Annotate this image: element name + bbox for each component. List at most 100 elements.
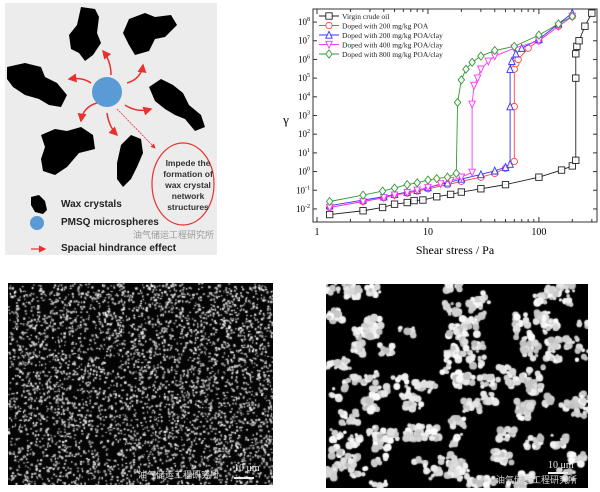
wax-crystal-icon	[41, 127, 95, 175]
wax-crystal-icon	[123, 13, 177, 55]
wax-crystal-icon	[31, 195, 47, 214]
data-point	[433, 193, 441, 201]
data-point	[572, 74, 580, 82]
y-tick-label: 100	[298, 167, 310, 177]
data-point	[511, 49, 520, 58]
wax-crystal-icon	[117, 135, 143, 187]
x-tick-label: 100	[531, 227, 546, 238]
data-point	[581, 22, 589, 30]
data-point	[359, 207, 367, 215]
watermark: 油气储运工程研究所	[133, 231, 215, 241]
callout-line: network	[171, 191, 205, 201]
data-point	[453, 97, 462, 108]
data-point	[490, 166, 499, 175]
data-point	[517, 43, 526, 52]
data-point	[506, 159, 514, 168]
legend-marker	[325, 40, 333, 50]
legend-marker	[325, 12, 333, 20]
legend-label: Doped with 800 mg/kg POA/clay	[342, 50, 443, 59]
y-tick-label: 103	[298, 111, 310, 121]
data-point	[378, 203, 387, 212]
legend-label: Virgin crude oil	[342, 12, 389, 21]
legend-spacial-hindrance: Spacial hindrance effect	[61, 243, 177, 254]
micrograph-watermark: 油气储运工程研究所	[138, 471, 220, 481]
y-tick-label: 107	[298, 36, 310, 46]
data-point	[476, 169, 485, 179]
data-point	[378, 186, 387, 196]
data-point	[443, 172, 452, 182]
x-axis-label: Shear stress / Pa	[416, 243, 495, 257]
callout-line: formation of	[163, 169, 213, 179]
data-point	[403, 188, 412, 198]
microsphere-icon	[92, 77, 122, 107]
data-point	[572, 156, 580, 164]
y-tick-label: 102	[298, 129, 310, 139]
data-point	[510, 41, 519, 52]
micrograph-watermark: 油气储运工程研究所	[496, 476, 578, 486]
series-line	[329, 12, 593, 216]
data-point	[510, 157, 518, 166]
legend-microspheres: PMSQ microspheres	[61, 217, 159, 228]
x-tick-label: 1	[315, 227, 320, 238]
legend-label: Doped with 400 mg/kg POA/clay	[342, 41, 443, 50]
diagram-graphics	[7, 7, 215, 253]
y-tick-label: 10-2	[296, 204, 310, 214]
callout-line: structures	[167, 202, 209, 212]
data-point	[446, 190, 455, 199]
y-tick-label: 106	[298, 54, 310, 64]
data-point	[424, 175, 432, 185]
micrograph-aggregated-crystals	[326, 284, 588, 488]
data-point	[501, 180, 510, 189]
data-point	[462, 64, 470, 74]
micrograph-fine-crystals	[8, 283, 273, 485]
data-point	[535, 30, 543, 40]
data-point	[468, 168, 477, 178]
scale-bar	[234, 477, 254, 479]
legend-wax-crystals: Wax crystals	[61, 199, 122, 210]
data-point	[432, 173, 441, 184]
data-point	[468, 57, 476, 68]
legend-label: Doped with 200 mg/kg POA	[342, 22, 429, 31]
data-point	[575, 37, 583, 45]
data-point	[410, 196, 418, 205]
mechanism-diagram: Impede the formation of wax crystal netw…	[5, 3, 217, 255]
data-point	[390, 183, 399, 193]
data-point	[457, 188, 466, 196]
data-point	[325, 196, 334, 207]
scale-bar-label: 10 μm	[234, 463, 260, 474]
x-tick-label: 10	[423, 227, 433, 238]
data-point	[554, 19, 563, 29]
wax-crystal-icon	[149, 79, 205, 131]
wax-crystal-icon	[7, 63, 67, 107]
data-point	[588, 9, 596, 17]
scale-bar-label: 10 μm	[548, 460, 574, 471]
data-point	[490, 45, 499, 56]
data-point	[507, 56, 516, 65]
callout-ellipse	[151, 142, 215, 226]
callout-line: wax crystal	[165, 180, 211, 190]
callout-text: Impede the formation of wax crystal netw…	[155, 158, 221, 213]
y-tick-label: 104	[298, 92, 310, 102]
legend-marker	[325, 49, 333, 59]
data-point	[419, 196, 427, 204]
legend-marker	[325, 21, 333, 30]
data-point	[506, 64, 514, 73]
y-tick-label: 101	[298, 148, 310, 158]
data-point	[506, 101, 514, 111]
data-point	[390, 200, 399, 208]
data-point	[436, 180, 445, 189]
data-point	[477, 185, 485, 193]
data-point	[468, 100, 477, 110]
data-point	[484, 57, 493, 67]
data-point	[535, 173, 543, 181]
data-point	[403, 198, 411, 207]
data-point	[359, 190, 367, 200]
data-point	[473, 74, 482, 83]
data-point	[476, 65, 485, 74]
callout-line: Impede the	[165, 158, 211, 168]
data-point	[457, 173, 466, 182]
y-tick-label: 108	[298, 17, 310, 27]
data-point	[568, 11, 577, 22]
data-point	[557, 166, 566, 174]
legend-marker	[325, 30, 333, 39]
